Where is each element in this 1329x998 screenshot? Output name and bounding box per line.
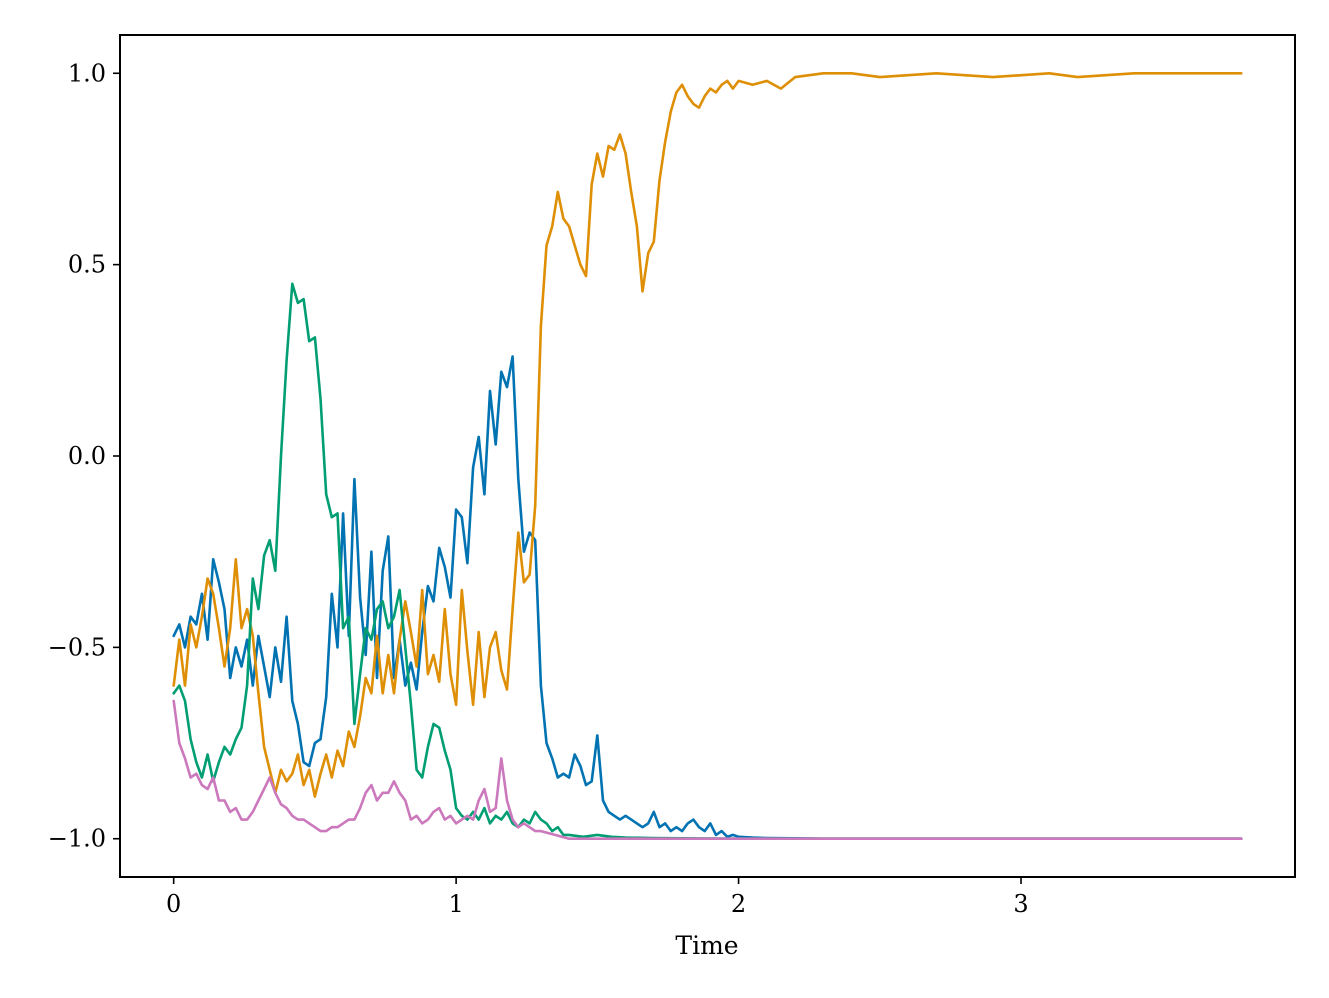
- y-tick-label: 1.0: [68, 59, 106, 87]
- y-tick-label: 0.0: [68, 442, 106, 470]
- y-axis: −1.0 −0.5 0.0 0.5 1.0: [48, 59, 120, 853]
- x-tick-label: 3: [1013, 890, 1028, 918]
- series-line-3: [172, 282, 1243, 841]
- x-axis-label: Time: [675, 931, 738, 960]
- x-tick-label: 2: [731, 890, 746, 918]
- x-tick-label: 1: [448, 890, 463, 918]
- series-line-1: [172, 355, 1243, 841]
- axes-frame: [119, 34, 1296, 878]
- series-line-2: [172, 72, 1243, 798]
- y-tick-label: 0.5: [68, 251, 106, 279]
- series-line-4: [172, 699, 1243, 841]
- plot-area: [172, 72, 1243, 841]
- y-tick-label: −1.0: [48, 825, 106, 853]
- y-tick-label: −0.5: [48, 633, 106, 661]
- x-axis: 0 1 2 3: [166, 877, 1029, 918]
- x-tick-label: 0: [166, 890, 181, 918]
